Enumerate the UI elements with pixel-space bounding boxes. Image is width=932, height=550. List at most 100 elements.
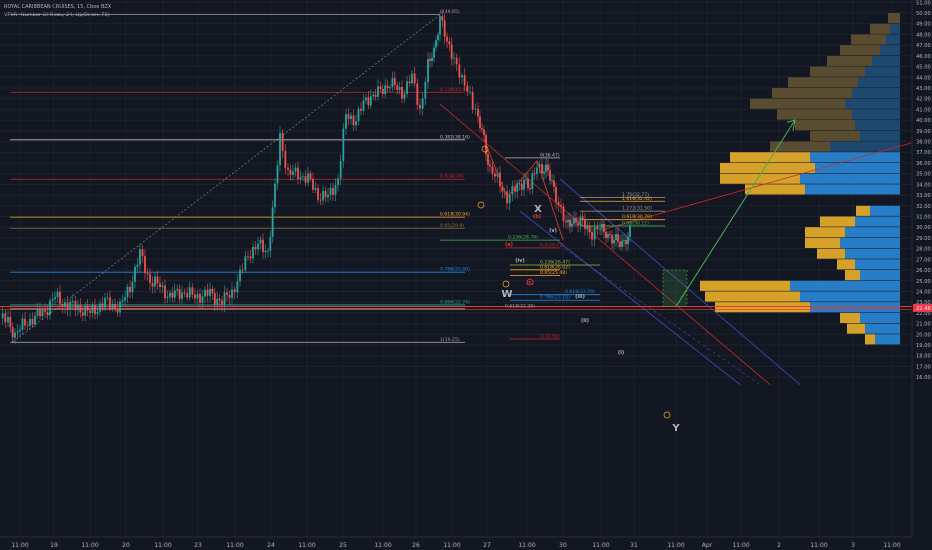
candle-body [352,115,355,126]
candle-body [29,318,31,326]
wave-label: (iv) [515,258,525,264]
candle-body [178,289,181,299]
candle-body [469,91,471,93]
candle-body [477,108,479,117]
volume-bar-up [800,291,900,302]
candle-body [538,164,541,168]
volume-bar-down [840,312,860,323]
fib-level-label: 0.618(30.94) [440,212,470,218]
candle-body [129,286,131,293]
candle-body [406,81,408,94]
x-tick-label: 11:00 [298,542,315,549]
candle-body [228,294,231,298]
candle-body [523,179,525,190]
candle-body [201,296,204,303]
volume-bar-up [790,280,900,291]
candle-body [264,250,267,253]
candle-body [144,256,146,273]
y-tick-label: 27.00 [916,257,931,263]
candle-body [398,87,401,90]
y-tick-label: 38.00 [916,140,931,146]
candle-body [239,269,241,282]
candle-body [350,115,352,119]
candle-body [596,226,599,230]
candle-body [466,85,469,92]
candle-body [577,222,579,226]
candle-body [302,176,304,178]
symbol-label: ROYAL CARIBBEAN CRUISES, 15, Cboe BZX [4,4,112,10]
candle-body [327,194,329,198]
candle-body [66,302,69,310]
wave-label: W [501,289,512,300]
fib-level-label: 0(36.47) [540,152,560,158]
x-tick-label: 20 [122,542,130,549]
volume-bar-up [810,302,900,313]
volume-bar-up [852,109,900,120]
candle-body [194,294,196,299]
candle-body [607,234,609,238]
red-channel-line [439,103,771,385]
volume-bar-up [830,141,900,152]
candle-body [262,239,264,253]
candle-body [491,166,494,174]
candle-body [106,297,109,299]
volume-bar-down [805,227,845,238]
candle-body [19,329,21,332]
candle-body [355,121,357,126]
volume-bar-down [820,216,855,227]
volume-bar-up [855,120,900,131]
candle-body [61,303,64,307]
candle-body [516,183,519,192]
volume-bar-up [865,66,900,77]
candle-body [525,179,527,180]
candle-body [429,58,431,61]
candle-body [474,108,477,110]
candle-body [7,317,9,323]
candle-body [573,218,575,224]
x-tick-label: 11:00 [667,542,684,549]
candle-body [77,305,79,311]
candle-body [337,178,339,186]
candle-body [216,298,219,305]
volume-bar-up [815,162,900,174]
candle-body [314,188,317,190]
candle-body [562,206,565,221]
y-tick-label: 19.00 [916,343,931,349]
candle-body [11,327,14,338]
candle-body [24,318,26,326]
candle-body [551,180,553,182]
x-tick-label: 11:00 [81,542,98,549]
y-tick-label: 31.00 [916,214,931,220]
volume-bar-up [845,248,900,259]
volume-bar-down [705,291,800,302]
candle-body [299,176,302,180]
candle-body [241,269,244,271]
candle-body [79,305,82,313]
candle-body [463,75,466,86]
candle-body [603,223,605,232]
volume-bar-up [872,55,900,66]
candle-body [199,293,201,303]
wave-label: X [534,204,542,215]
x-tick-label: 11:00 [226,542,243,549]
y-tick-label: 26.00 [916,268,931,274]
candle-body [374,94,377,97]
wave-marker-circle [502,280,510,288]
candle-body [443,20,446,37]
candle-body [161,285,164,287]
x-tick-label: 23 [194,542,202,549]
candle-body [156,276,159,284]
volume-bar-up [805,184,900,195]
wave-label: (v) [549,228,557,234]
candle-body [307,173,309,183]
candle-body [41,309,44,317]
candle-body [274,183,276,208]
candle-body [276,165,279,184]
candle-body [389,86,391,89]
candle-body [531,173,534,190]
candle-body [81,312,84,316]
candle-body [209,288,211,296]
candle-body [186,293,189,298]
y-tick-label: 17.00 [916,364,931,370]
